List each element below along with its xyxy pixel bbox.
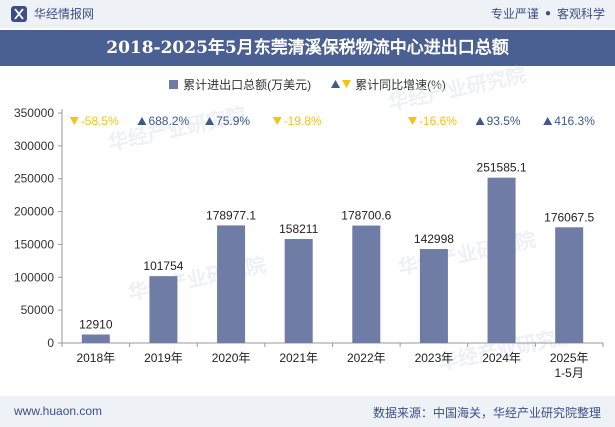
growth-up-icon [205, 117, 215, 125]
bar-value-label: 158211 [279, 222, 318, 236]
y-tick-label: 300000 [14, 139, 54, 153]
bar-value-label: 176067.5 [544, 210, 594, 224]
bar [284, 239, 313, 343]
bar-value-label: 101754 [143, 259, 183, 273]
bar-value-label: 178977.1 [206, 208, 256, 222]
bar [487, 177, 516, 343]
chart-title: 2018-2025年5月东莞清溪保税物流中心进出口总额 [106, 38, 509, 58]
growth-up-icon [543, 117, 553, 125]
legend: 累计进出口总额(万美元) 累计同比增速(%) [0, 74, 615, 94]
growth-down-icon [272, 117, 282, 125]
growth-label: 75.9% [216, 114, 250, 128]
growth-label: 688.2% [148, 114, 189, 128]
growth-label: -58.5% [81, 114, 119, 128]
bar-value-label: 178700.6 [341, 209, 391, 223]
bar-value-label: 251585.1 [477, 161, 527, 175]
legend-rate-label: 累计同比增速(%) [355, 77, 446, 92]
y-tick-label: 50000 [21, 303, 55, 317]
bar [419, 249, 448, 343]
bar [81, 334, 110, 343]
bar [555, 227, 584, 343]
legend-item-bars: 累计进出口总额(万美元) [169, 76, 311, 93]
growth-up-icon [137, 117, 147, 125]
legend-item-rate: 累计同比增速(%) [331, 76, 446, 93]
tagline-separator: ● [544, 8, 551, 19]
top-bar: 华经情报网 专业严谨 ● 客观科学 [0, 0, 615, 28]
tagline-right: 客观科学 [556, 7, 605, 21]
x-tick-label: 2022年 [347, 351, 386, 365]
bar-value-label: 142998 [414, 232, 454, 246]
watermark-text: 华经产业研究院 [386, 62, 528, 115]
brand: 华经情报网 [10, 5, 94, 23]
bar-value-label: 12910 [79, 318, 113, 332]
x-tick-label: 1-5月 [555, 366, 584, 380]
y-tick-label: 150000 [14, 237, 54, 251]
x-tick-label: 2021年 [279, 351, 318, 365]
x-tick-label: 2018年 [76, 351, 115, 365]
brand-name: 华经情报网 [34, 7, 95, 21]
growth-label: -16.6% [419, 114, 457, 128]
y-tick-label: 350000 [14, 106, 54, 120]
growth-label: 416.3% [554, 114, 595, 128]
tagline: 专业严谨 ● 客观科学 [491, 6, 605, 22]
x-tick-label: 2023年 [415, 351, 454, 365]
footer-source: 数据来源：中国海关，华经产业研究院整理 [372, 406, 601, 420]
brand-logo-icon [11, 6, 27, 22]
bar [217, 225, 246, 343]
y-tick-label: 250000 [14, 172, 54, 186]
y-tick-label: 0 [47, 336, 54, 350]
y-tick-label: 200000 [14, 205, 54, 219]
x-tick-label: 2024年 [482, 351, 521, 365]
growth-label: 93.5% [487, 114, 521, 128]
growth-down-icon [69, 117, 79, 125]
legend-rate-icon [331, 79, 352, 89]
title-band: 2018-2025年5月东莞清溪保税物流中心进出口总额 [0, 30, 615, 66]
x-tick-label: 2019年 [144, 351, 183, 365]
y-tick-label: 100000 [14, 270, 54, 284]
growth-up-icon [475, 117, 485, 125]
x-tick-label: 2025年 [550, 351, 589, 365]
x-tick-label: 2020年 [212, 351, 251, 365]
growth-label: -19.8% [284, 114, 322, 128]
bar [149, 276, 178, 343]
legend-bar-label: 累计进出口总额(万美元) [183, 77, 312, 92]
footer-url: www.huaon.com [14, 404, 103, 418]
growth-down-icon [407, 117, 417, 125]
bar [352, 225, 381, 343]
watermark-text: 华经产业研究院 [106, 102, 248, 155]
tagline-left: 专业严谨 [490, 7, 539, 21]
footer: www.huaon.com 数据来源：中国海关，华经产业研究院整理 [0, 396, 615, 427]
legend-bar-swatch [169, 79, 179, 89]
